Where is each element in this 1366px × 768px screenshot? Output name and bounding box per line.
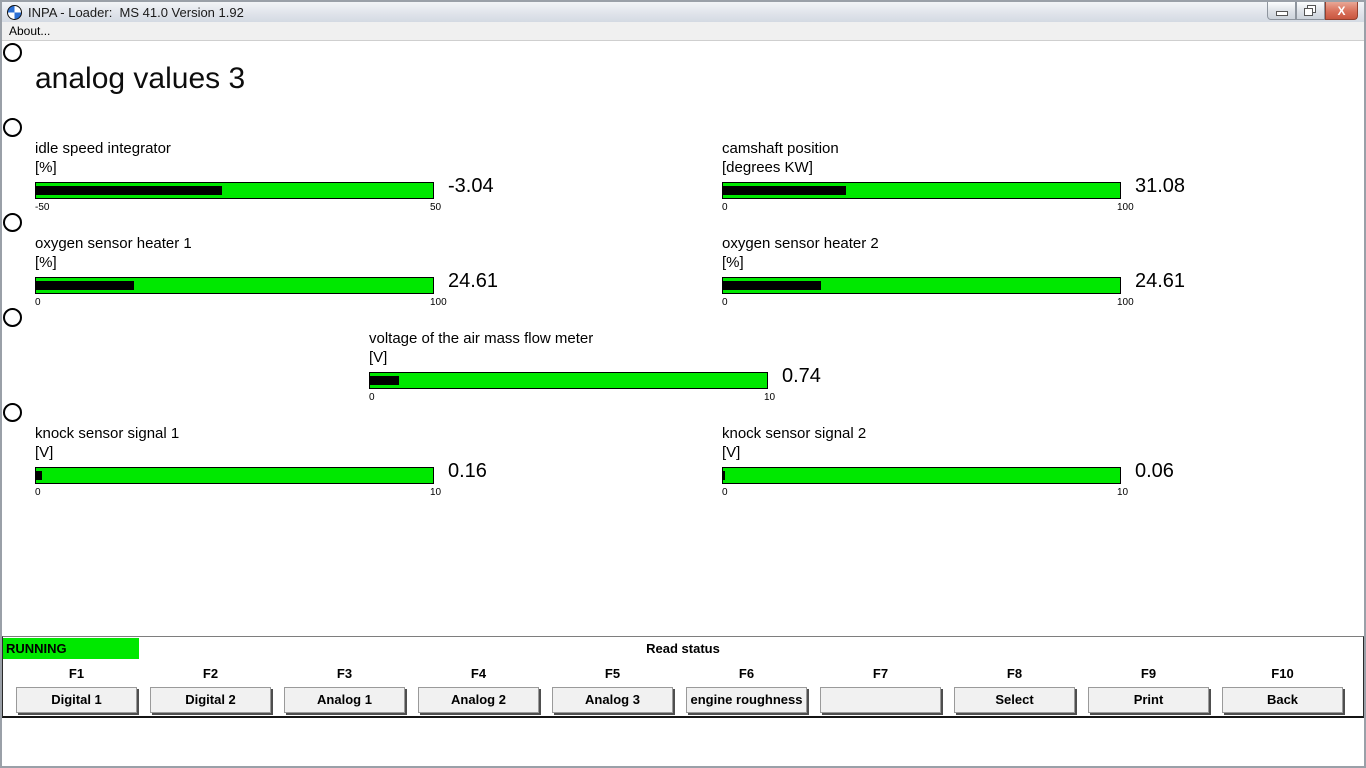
fkey-label-f5: F5 [604, 666, 621, 681]
gauge-unit: [%] [35, 159, 57, 176]
gauge-value: 31.08 [1135, 175, 1186, 197]
gauge-label: camshaft position [722, 140, 839, 157]
bmw-logo-icon [7, 4, 22, 20]
gauge-unit: [%] [35, 254, 57, 271]
gauge-value: -3.04 [448, 175, 494, 197]
fkey-label-f3: F3 [336, 666, 353, 681]
window-title: INPA - Loader: MS 41.0 Version 1.92 [28, 4, 244, 20]
gauge-scale-max: 10 [430, 487, 442, 498]
gauge-bar-fill [370, 376, 400, 385]
gauge-label: oxygen sensor heater 2 [722, 235, 879, 252]
gauge-bar [35, 182, 434, 199]
fkey-button-analog-2[interactable]: Analog 2 [418, 687, 539, 713]
gauge-scale-min: 0 [722, 487, 728, 498]
status-message: Read status [646, 641, 720, 656]
menu-bar: About... [2, 22, 1364, 41]
restore-icon [1304, 5, 1317, 16]
fkey-label-f6: F6 [738, 666, 755, 681]
gauge-scale-max: 10 [1117, 487, 1129, 498]
fkey-button-back[interactable]: Back [1222, 687, 1343, 713]
gauge-scale-max: 100 [1117, 202, 1134, 213]
gauge-scale-min: 0 [722, 202, 728, 213]
gauge-label: knock sensor signal 1 [35, 425, 180, 442]
gauge-scale-max: 100 [430, 297, 447, 308]
gauge-bar [722, 277, 1121, 294]
gauge-scale-max: 10 [764, 392, 776, 403]
gauge-bar-fill [723, 281, 821, 290]
gauge-unit: [%] [722, 254, 744, 271]
fkey-button-analog-1[interactable]: Analog 1 [284, 687, 405, 713]
fkey-label-f7: F7 [872, 666, 889, 681]
gauge-knock-sensor-signal-1: knock sensor signal 1 [V] 0.16 0 10 [35, 425, 515, 501]
gauge-scale-min: 0 [35, 487, 41, 498]
indicator-lamp [3, 118, 22, 137]
gauge-label: idle speed integrator [35, 140, 171, 157]
fkey-label-f1: F1 [68, 666, 85, 681]
gauge-bar [35, 277, 434, 294]
indicator-lamp [3, 43, 22, 62]
fkey-button-digital-2[interactable]: Digital 2 [150, 687, 271, 713]
fkey-label-f4: F4 [470, 666, 487, 681]
title-bar: INPA - Loader: MS 41.0 Version 1.92 X [2, 2, 1364, 23]
fkey-label-f8: F8 [1006, 666, 1023, 681]
fkey-button-digital-1[interactable]: Digital 1 [16, 687, 137, 713]
gauge-scale-min: 0 [722, 297, 728, 308]
indicator-lamp [3, 308, 22, 327]
gauge-label: oxygen sensor heater 1 [35, 235, 192, 252]
gauge-unit: [V] [722, 444, 741, 461]
gauge-unit: [degrees KW] [722, 159, 813, 176]
gauge-label: voltage of the air mass flow meter [369, 330, 594, 347]
gauge-air-mass-flow-voltage: voltage of the air mass flow meter [V] 0… [369, 330, 849, 406]
fkey-button-engine-roughness[interactable]: engine roughness [686, 687, 807, 713]
gauge-scale-max: 50 [430, 202, 442, 213]
gauge-label: knock sensor signal 2 [722, 425, 867, 442]
fkey-label-f2: F2 [202, 666, 219, 681]
fkey-button-print[interactable]: Print [1088, 687, 1209, 713]
gauge-bar-fill [36, 186, 223, 195]
close-button[interactable]: X [1325, 2, 1358, 20]
indicator-lamp [3, 403, 22, 422]
maximize-button[interactable] [1296, 2, 1325, 20]
gauge-idle-speed-integrator: idle speed integrator [%] -3.04 -50 50 [35, 140, 515, 216]
gauge-value: 0.06 [1135, 460, 1174, 482]
gauge-oxygen-sensor-heater-2: oxygen sensor heater 2 [%] 24.61 0 100 [722, 235, 1202, 311]
softkey-panel: Read status RUNNING F1 F2 F3 F4 F5 F6 F7… [2, 636, 1364, 718]
status-badge: RUNNING [3, 638, 139, 659]
fkey-button-select[interactable]: Select [954, 687, 1075, 713]
indicator-lamp [3, 213, 22, 232]
fkey-label-f9: F9 [1140, 666, 1157, 681]
gauge-unit: [V] [369, 349, 388, 366]
gauge-bar-fill [723, 186, 847, 195]
gauge-oxygen-sensor-heater-1: oxygen sensor heater 1 [%] 24.61 0 100 [35, 235, 515, 311]
gauge-scale-min: -50 [35, 202, 50, 213]
gauge-bar [722, 182, 1121, 199]
gauge-knock-sensor-signal-2: knock sensor signal 2 [V] 0.06 0 10 [722, 425, 1202, 501]
gauge-value: 24.61 [448, 270, 499, 292]
gauge-scale-min: 0 [369, 392, 375, 403]
page-title: analog values 3 [35, 62, 246, 95]
fkey-button-f7-empty[interactable] [820, 687, 941, 713]
gauge-bar [369, 372, 768, 389]
window-controls: X [1267, 2, 1358, 20]
gauge-bar-fill [36, 471, 43, 480]
minimize-icon [1275, 10, 1288, 16]
gauge-bar-fill [723, 471, 726, 480]
gauge-value: 0.16 [448, 460, 487, 482]
gauge-bar [722, 467, 1121, 484]
menu-item-about[interactable]: About... [9, 24, 51, 38]
minimize-button[interactable] [1267, 2, 1296, 20]
gauge-bar-fill [36, 281, 134, 290]
gauge-camshaft-position: camshaft position [degrees KW] 31.08 0 1… [722, 140, 1202, 216]
gauge-scale-min: 0 [35, 297, 41, 308]
gauge-value: 24.61 [1135, 270, 1186, 292]
fkey-label-f10: F10 [1271, 666, 1294, 681]
gauge-scale-max: 100 [1117, 297, 1134, 308]
fkey-button-analog-3[interactable]: Analog 3 [552, 687, 673, 713]
gauge-bar [35, 467, 434, 484]
gauge-value: 0.74 [782, 365, 821, 387]
gauge-unit: [V] [35, 444, 54, 461]
